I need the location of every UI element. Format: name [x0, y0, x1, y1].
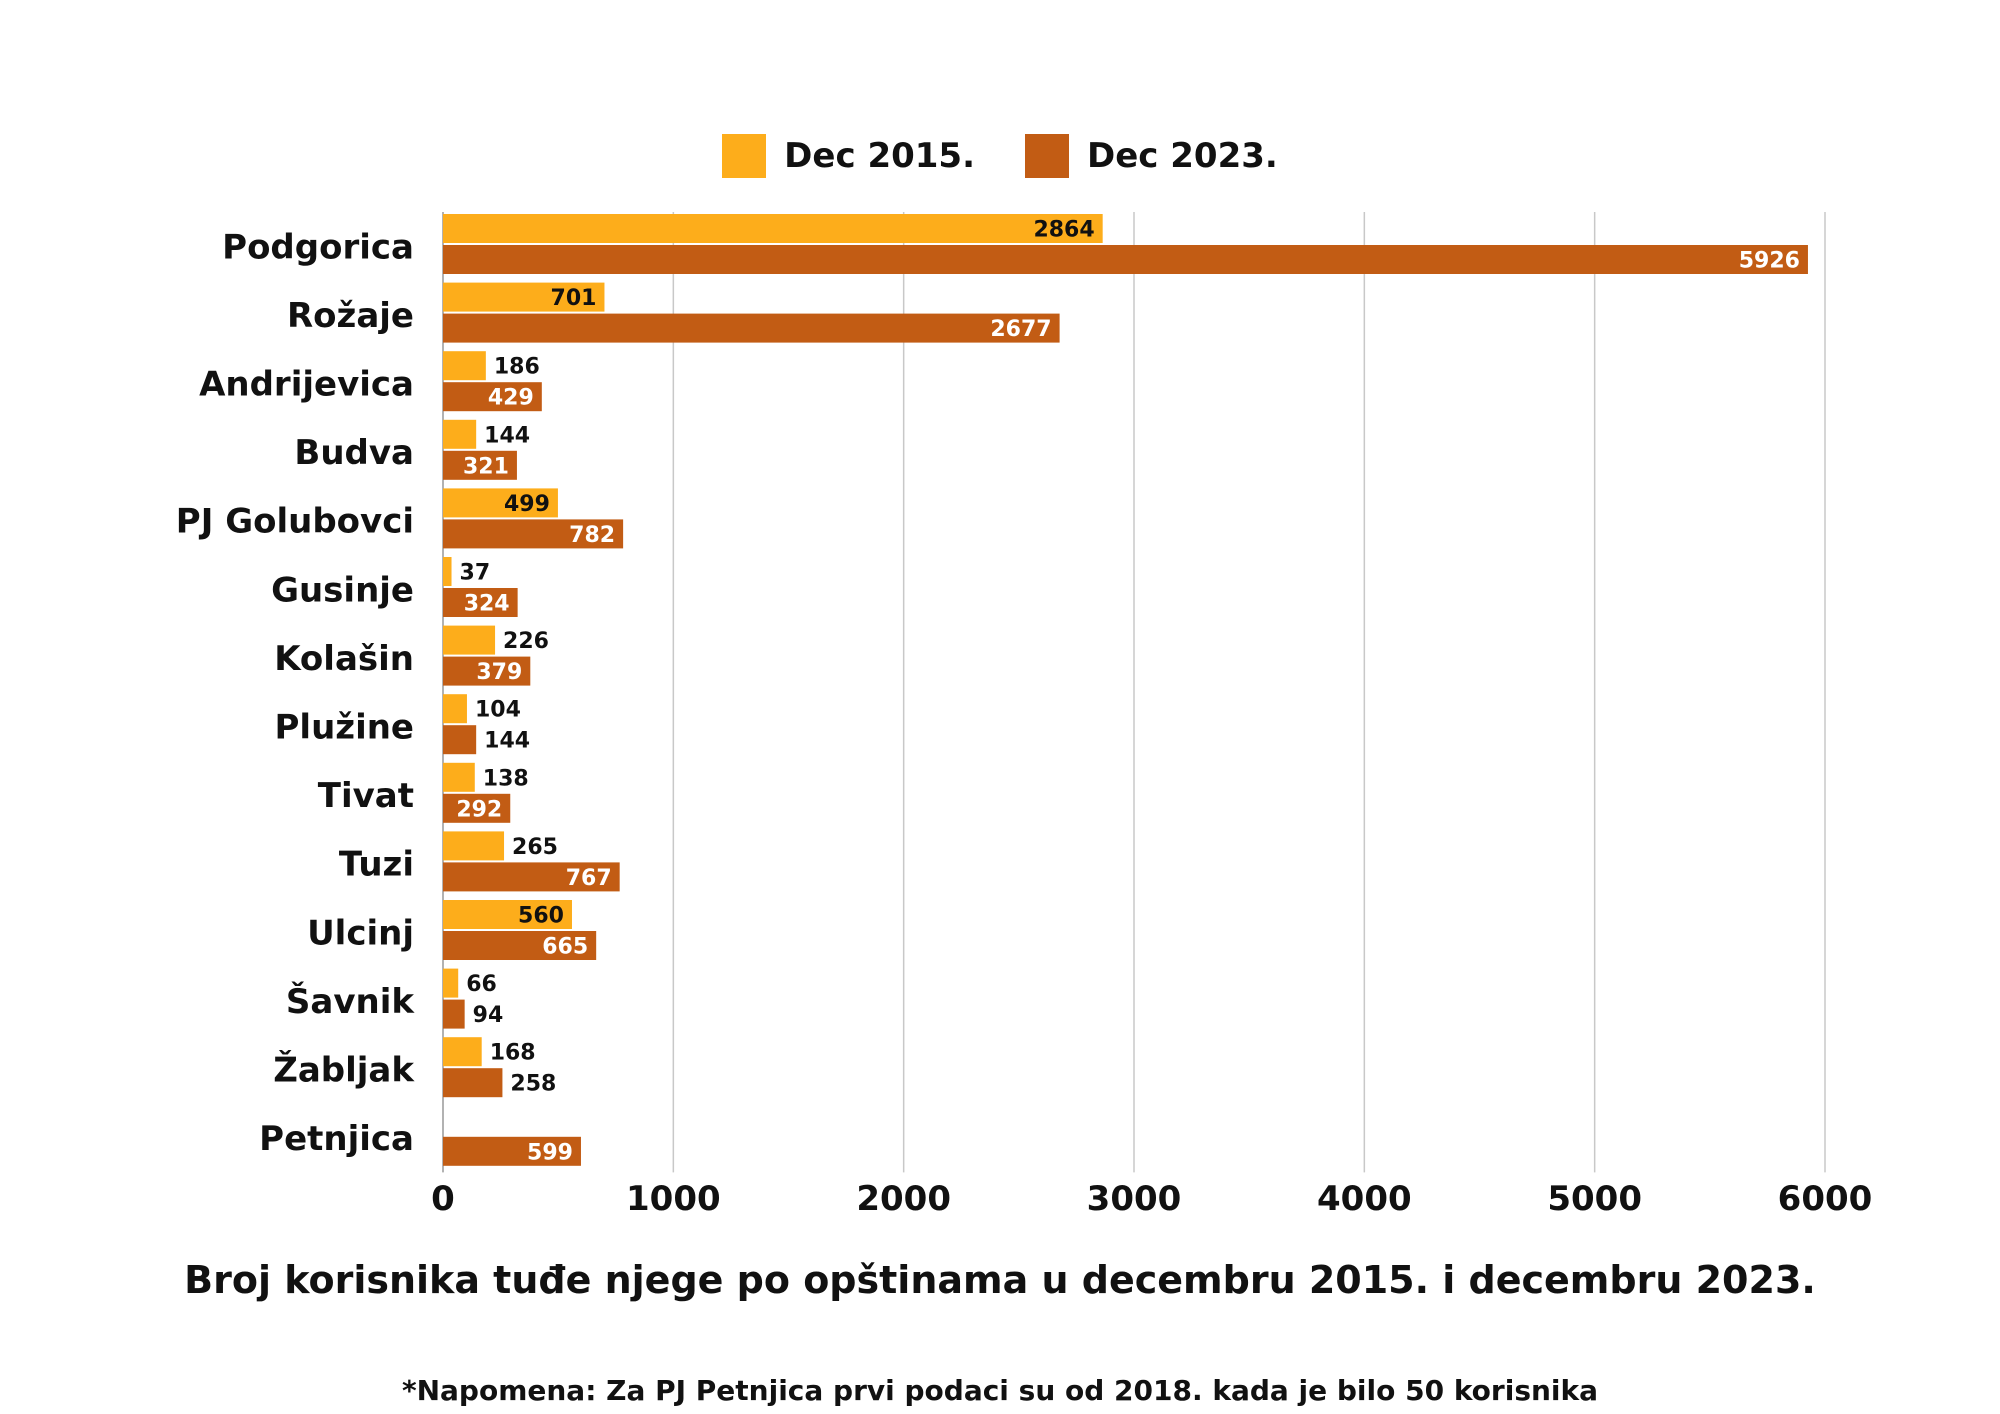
category-label: Tuzi [339, 845, 414, 885]
bar-2023 [443, 862, 620, 892]
data-label: 226 [503, 629, 549, 654]
data-label: 429 [488, 386, 534, 411]
data-label: 5926 [1739, 249, 1800, 274]
x-tick-label: 6000 [1778, 1179, 1873, 1219]
bar-2015 [443, 419, 477, 449]
bar-2015 [443, 694, 467, 724]
data-label: 599 [527, 1140, 573, 1165]
legend-item-2023: Dec 2023. [1025, 134, 1278, 178]
chart-note: *Napomena: Za PJ Petnjica prvi podaci su… [401, 1374, 1599, 1407]
category-label: Petnjica [259, 1119, 414, 1159]
bar-2015 [443, 831, 505, 861]
bar-2015 [443, 900, 572, 929]
bar-2023 [443, 999, 465, 1029]
bar-2023 [443, 793, 511, 823]
category-label: Budva [294, 433, 414, 473]
category-label: Plužine [275, 708, 415, 748]
bar-2023 [443, 931, 597, 960]
data-label: 2677 [990, 317, 1051, 342]
bar-2023 [443, 1068, 503, 1098]
legend-swatch-2023 [1025, 134, 1069, 178]
data-label: 144 [484, 729, 530, 754]
data-label: 186 [494, 355, 540, 380]
data-label: 782 [569, 523, 615, 548]
data-label: 66 [466, 972, 497, 997]
bar-2015 [443, 625, 496, 655]
bar-2015 [443, 488, 558, 518]
bar-2023 [443, 656, 531, 686]
data-label: 560 [518, 904, 564, 929]
category-label: Gusinje [271, 570, 414, 610]
bar-2015 [443, 351, 486, 381]
category-label: PJ Golubovci [176, 502, 414, 542]
data-label: 168 [490, 1041, 536, 1066]
data-label: 324 [464, 592, 510, 617]
category-label: Ulcinj [307, 913, 414, 953]
x-tick-label: 2000 [856, 1179, 951, 1219]
data-label: 104 [475, 698, 521, 723]
bar-2023 [443, 245, 1808, 274]
data-label: 37 [460, 561, 491, 586]
data-label: 292 [456, 797, 502, 822]
category-label: Podgorica [222, 227, 414, 267]
bar-2023 [443, 313, 1060, 343]
data-label: 2864 [1033, 218, 1094, 243]
data-label: 701 [551, 286, 597, 311]
x-tick-label: 5000 [1547, 1179, 1642, 1219]
data-label: 321 [463, 454, 509, 479]
bar-2015 [443, 968, 459, 998]
bar-2015 [443, 762, 475, 792]
legend-label-2023: Dec 2023. [1087, 136, 1278, 176]
x-tick-label: 1000 [626, 1179, 721, 1219]
data-label: 258 [510, 1072, 556, 1097]
category-label: Tivat [318, 776, 414, 816]
data-label: 379 [476, 660, 522, 685]
category-label: Kolašin [274, 639, 414, 679]
bar-2015 [443, 1037, 482, 1067]
bar-2023 [443, 1136, 581, 1166]
data-label: 144 [484, 423, 530, 448]
legend-item-2015: Dec 2015. [722, 134, 975, 178]
legend: Dec 2015. Dec 2023. [0, 134, 2000, 178]
bar-2015 [443, 282, 605, 312]
bar-2023 [443, 588, 518, 617]
data-label: 665 [542, 935, 588, 960]
legend-label-2015: Dec 2015. [784, 136, 975, 176]
bar-2015 [443, 557, 452, 586]
data-label: 138 [483, 766, 529, 791]
bar-2023 [443, 450, 517, 480]
category-label: Žabljak [273, 1050, 415, 1091]
data-label: 265 [512, 835, 558, 860]
data-label: 767 [566, 866, 612, 891]
bar-2023 [443, 725, 477, 755]
bar-2015 [443, 214, 1103, 243]
data-label: 499 [504, 492, 550, 517]
chart-title: Broj korisnika tuđe njege po opštinama u… [184, 1258, 1816, 1302]
legend-swatch-2015 [722, 134, 767, 178]
category-label: Šavnik [286, 981, 415, 1022]
bar-2023 [443, 519, 624, 549]
x-tick-label: 4000 [1317, 1179, 1412, 1219]
data-label: 94 [473, 1003, 504, 1028]
category-label: Rožaje [287, 296, 414, 336]
category-label: Andrijevica [199, 365, 414, 405]
x-tick-label: 0 [431, 1179, 455, 1219]
bar-2023 [443, 382, 542, 412]
x-tick-label: 3000 [1087, 1179, 1182, 1219]
